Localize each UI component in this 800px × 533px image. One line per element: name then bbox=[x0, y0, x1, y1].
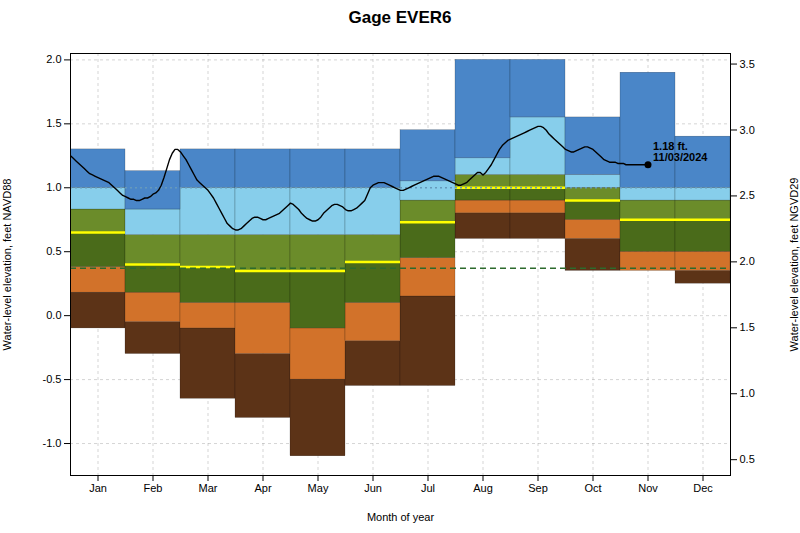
svg-text:0.5: 0.5 bbox=[46, 245, 61, 257]
svg-text:0.5: 0.5 bbox=[740, 453, 755, 465]
svg-text:3.5: 3.5 bbox=[740, 58, 755, 70]
svg-text:Dec: Dec bbox=[693, 482, 713, 494]
svg-text:Nov: Nov bbox=[638, 482, 658, 494]
svg-text:1.18 ft.11/03/2024: 1.18 ft.11/03/2024 bbox=[653, 140, 708, 163]
html-text:Gage EVER6: Gage EVER6 bbox=[348, 8, 452, 27]
svg-text:Jul: Jul bbox=[421, 482, 435, 494]
svg-text:2.0: 2.0 bbox=[46, 53, 61, 65]
svg-text:-1.0: -1.0 bbox=[43, 437, 62, 449]
svg-text:1.5: 1.5 bbox=[46, 117, 61, 129]
svg-text:-0.5: -0.5 bbox=[43, 373, 62, 385]
svg-text:2.5: 2.5 bbox=[740, 189, 755, 201]
svg-text:Water-level elevation, feet NA: Water-level elevation, feet NAVD88 bbox=[1, 179, 13, 351]
svg-text:Oct: Oct bbox=[584, 482, 601, 494]
svg-text:1.0: 1.0 bbox=[740, 387, 755, 399]
svg-text:Month of year: Month of year bbox=[367, 511, 435, 523]
svg-text:Sep: Sep bbox=[528, 482, 548, 494]
svg-text:Apr: Apr bbox=[254, 482, 271, 494]
svg-text:2.0: 2.0 bbox=[740, 255, 755, 267]
svg-text:Feb: Feb bbox=[144, 482, 163, 494]
svg-text:Water-level elevation, feet NG: Water-level elevation, feet NGVD29 bbox=[788, 178, 800, 352]
svg-text:0.0: 0.0 bbox=[46, 309, 61, 321]
svg-text:Jun: Jun bbox=[364, 482, 382, 494]
svg-text:Mar: Mar bbox=[199, 482, 218, 494]
svg-text:1.0: 1.0 bbox=[46, 181, 61, 193]
svg-text:3.0: 3.0 bbox=[740, 124, 755, 136]
svg-text:1.5: 1.5 bbox=[740, 321, 755, 333]
svg-text:May: May bbox=[308, 482, 329, 494]
svg-text:Aug: Aug bbox=[473, 482, 493, 494]
svg-text:Jan: Jan bbox=[89, 482, 107, 494]
